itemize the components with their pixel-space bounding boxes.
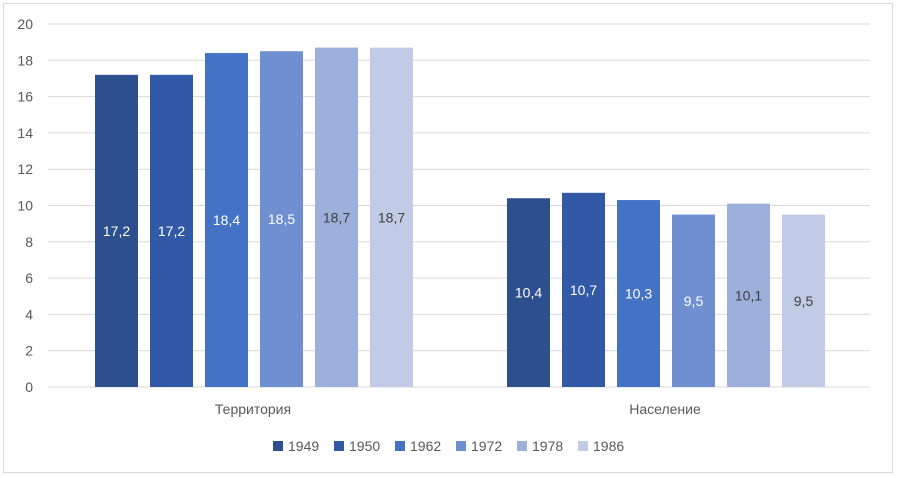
y-tick-label: 20 [17,16,33,32]
legend-swatch [334,441,344,451]
data-label: 18,7 [323,209,350,225]
bar [370,47,413,387]
legend-swatch [578,441,588,451]
bar [507,198,550,387]
data-label: 10,4 [515,285,542,301]
legend-label: 1962 [410,438,441,454]
legend-label: 1972 [471,438,502,454]
bar [727,203,770,387]
data-label: 17,2 [158,223,185,239]
y-tick-label: 4 [25,306,33,322]
data-label: 10,1 [735,287,762,303]
bar [150,74,193,387]
y-tick-label: 0 [25,379,33,395]
bar [260,51,303,387]
category-label: Население [629,401,701,417]
bar [205,53,248,387]
data-label: 10,3 [625,286,652,302]
bar [782,214,825,387]
y-tick-label: 16 [17,89,33,105]
legend-swatch [395,441,405,451]
y-tick-label: 18 [17,52,33,68]
bar [315,47,358,387]
bar [672,214,715,387]
legend-label: 1950 [349,438,380,454]
y-tick-label: 6 [25,270,33,286]
y-tick-label: 8 [25,234,33,250]
data-label: 18,5 [268,211,295,227]
data-label: 18,4 [213,212,240,228]
data-label: 17,2 [103,223,130,239]
legend-swatch [456,441,466,451]
legend-swatch [517,441,527,451]
data-label: 18,7 [378,209,405,225]
data-label: 9,5 [684,293,704,309]
legend-label: 1949 [288,438,319,454]
y-tick-label: 10 [17,198,33,214]
data-label: 9,5 [794,293,814,309]
category-label: Территория [215,401,291,417]
bar [95,74,138,387]
y-tick-label: 12 [17,161,33,177]
data-label: 10,7 [570,282,597,298]
legend-label: 1978 [532,438,563,454]
legend-swatch [273,441,283,451]
y-tick-label: 14 [17,125,33,141]
legend-label: 1986 [593,438,624,454]
bar [562,192,605,387]
bar [617,200,660,387]
y-tick-label: 2 [25,343,33,359]
